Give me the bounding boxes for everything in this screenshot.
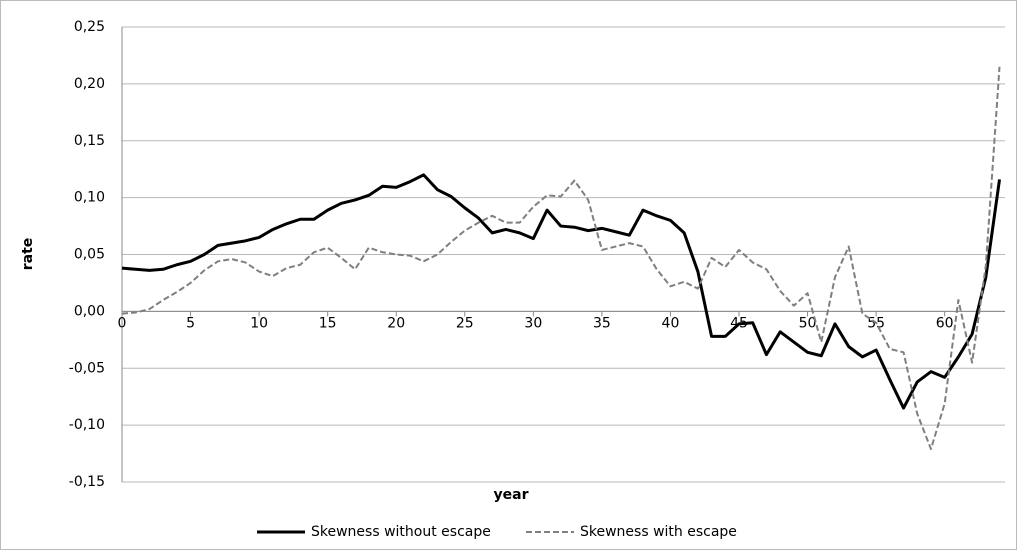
x-tick-label: 20 xyxy=(387,315,405,331)
y-tick-label: 0,05 xyxy=(74,247,105,263)
y-tick-label: 0,25 xyxy=(74,19,105,35)
legend-label: Skewness without escape xyxy=(311,524,491,540)
x-tick-label: 0 xyxy=(118,315,127,331)
y-tick-label: -0,15 xyxy=(69,474,105,490)
x-tick-label: 50 xyxy=(799,315,817,331)
line-series xyxy=(121,173,1002,410)
x-tick-label: 5 xyxy=(186,315,195,331)
x-tick-label: 25 xyxy=(456,315,474,331)
x-tick-label: 10 xyxy=(250,315,268,331)
y-tick-label: 0,10 xyxy=(74,190,105,206)
line-series xyxy=(121,66,1001,451)
y-axis-label: rate xyxy=(20,238,36,271)
y-tick-label: 0,00 xyxy=(74,303,105,319)
x-axis-label: year xyxy=(494,487,529,503)
x-tick-label: 60 xyxy=(936,315,954,331)
x-tick-label: 15 xyxy=(319,315,337,331)
y-tick-label: -0,10 xyxy=(69,417,105,433)
x-tick-label: 30 xyxy=(524,315,542,331)
y-tick-label: -0,05 xyxy=(69,360,105,376)
legend-label: Skewness with escape xyxy=(580,524,737,540)
x-tick-label: 35 xyxy=(593,315,611,331)
x-tick-label: 40 xyxy=(662,315,680,331)
y-tick-label: 0,15 xyxy=(74,133,105,149)
y-tick-label: 0,20 xyxy=(74,76,105,92)
